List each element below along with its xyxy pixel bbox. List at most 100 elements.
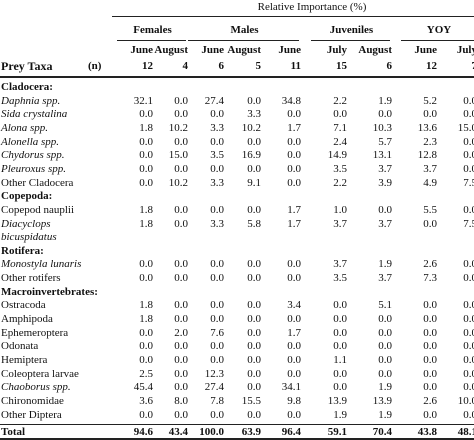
value: 5.2	[423, 94, 437, 107]
value: 0.0	[378, 313, 392, 326]
value: 1.7	[287, 326, 301, 339]
value: 32.1	[133, 94, 153, 107]
value: 0.0	[463, 367, 474, 380]
section-header: Cladocera:	[1, 81, 53, 93]
value: 9.8	[287, 394, 301, 407]
value: 8.0	[174, 394, 188, 407]
value: 0.0	[210, 408, 224, 421]
value: 0.0	[378, 354, 392, 366]
value: 1.9	[378, 381, 392, 394]
value: 1.7	[287, 217, 301, 230]
value: 3.7	[378, 162, 392, 175]
value: 16.9	[241, 149, 261, 162]
total-value: 43.4	[168, 426, 188, 438]
value: 7.1	[333, 121, 347, 134]
value: 0.0	[210, 340, 224, 353]
total-value: 59.1	[327, 426, 347, 438]
value: 7.5	[463, 217, 474, 230]
value: 14.9	[327, 149, 347, 162]
value: 45.4	[133, 381, 153, 394]
taxon: Daphnia spp.	[1, 94, 61, 107]
month-header: June	[414, 44, 437, 56]
value: 0.0	[463, 162, 474, 175]
value: 1.8	[139, 121, 153, 134]
value: 0.0	[423, 408, 437, 421]
value: 3.7	[378, 272, 392, 285]
value: 0.0	[139, 108, 153, 121]
taxa-header: Prey Taxa	[1, 59, 53, 73]
value: 0.0	[287, 313, 301, 326]
value: 3.3	[210, 217, 224, 230]
value: 0.0	[210, 135, 224, 148]
value: 2.6	[423, 394, 437, 407]
value: 1.9	[378, 408, 392, 421]
value: 0.0	[174, 408, 188, 421]
month-header: June	[278, 44, 301, 56]
value: 0.0	[333, 299, 347, 312]
section-header: Macroinvertebrates:	[1, 285, 98, 298]
value: 3.7	[423, 162, 437, 175]
taxon: Coleoptera larvae	[1, 367, 79, 380]
value: 0.0	[287, 176, 301, 189]
n-value: 12	[142, 60, 153, 72]
value: 0.0	[247, 94, 261, 107]
value: 3.6	[139, 394, 153, 407]
value: 0.0	[423, 367, 437, 380]
value: 34.8	[281, 94, 301, 107]
value: 0.0	[174, 108, 188, 121]
value: 0.0	[333, 108, 347, 121]
value: 0.0	[287, 340, 301, 353]
value: 9.1	[247, 176, 261, 189]
value: 0.0	[423, 217, 437, 230]
value: 12.8	[417, 149, 437, 162]
value: 2.2	[333, 176, 347, 189]
value: 0.0	[287, 272, 301, 285]
value: 0.0	[287, 135, 301, 148]
value: 0.0	[139, 149, 153, 162]
rule	[401, 40, 474, 41]
n-value: 11	[290, 60, 301, 72]
taxon: Diacyclops bicuspidatus	[1, 217, 57, 243]
value: 13.9	[372, 394, 392, 407]
value: 0.0	[174, 217, 188, 230]
value: 0.0	[463, 381, 474, 394]
rule	[112, 16, 474, 17]
total-value: 96.4	[281, 426, 301, 438]
value: 0.0	[423, 354, 437, 366]
value: 0.0	[463, 108, 474, 121]
value: 27.4	[204, 94, 224, 107]
value: 0.0	[463, 149, 474, 162]
value: 10.2	[168, 121, 188, 134]
group-header: Females	[133, 24, 172, 36]
value: 0.0	[287, 354, 301, 366]
value: 0.0	[210, 272, 224, 285]
taxon: Copepod nauplii	[1, 203, 75, 216]
value: 1.1	[333, 354, 347, 366]
value: 3.5	[333, 162, 347, 175]
taxon: Other Diptera	[1, 408, 62, 421]
taxon: Ostracoda	[1, 299, 46, 312]
value: 3.3	[210, 121, 224, 134]
month-header: July	[326, 44, 347, 56]
value: 7.6	[210, 326, 224, 339]
value: 0.0	[210, 354, 224, 366]
rule	[0, 76, 474, 78]
value: 0.0	[463, 354, 474, 366]
value: 0.0	[210, 313, 224, 326]
value: 0.0	[174, 299, 188, 312]
value: 5.5	[423, 203, 437, 216]
value: 3.3	[210, 176, 224, 189]
value: 2.6	[423, 258, 437, 271]
value: 0.0	[139, 408, 153, 421]
value: 0.0	[139, 326, 153, 339]
value: 13.6	[417, 121, 437, 134]
value: 0.0	[174, 313, 188, 326]
value: 3.5	[210, 149, 224, 162]
value: 0.0	[287, 367, 301, 380]
value: 0.0	[210, 299, 224, 312]
value: 0.0	[423, 326, 437, 339]
value: 3.4	[287, 299, 301, 312]
value: 0.0	[247, 340, 261, 353]
value: 2.2	[333, 94, 347, 107]
